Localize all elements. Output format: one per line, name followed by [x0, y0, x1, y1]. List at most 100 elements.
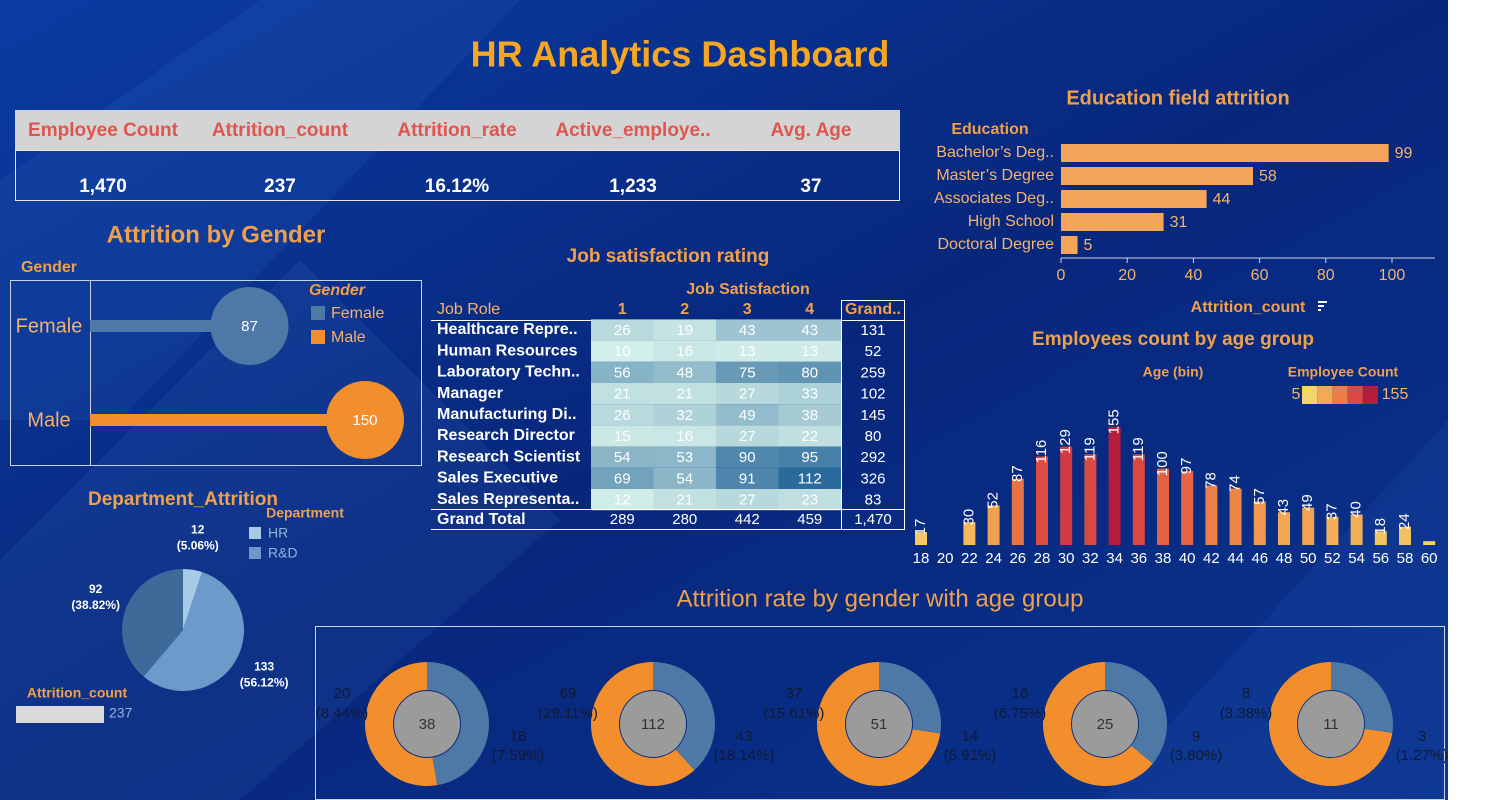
cell-label: 27 — [739, 428, 756, 445]
value-label: 97 — [1178, 458, 1195, 475]
donut-center — [394, 691, 460, 757]
kpi-value: 1,233 — [609, 176, 657, 197]
donut-total: 25 — [1097, 716, 1114, 733]
size-legend-bar — [16, 706, 104, 723]
x-tick-label: 20 — [1118, 267, 1136, 284]
heat-cell — [653, 383, 716, 405]
cell-label: 56 — [614, 364, 631, 381]
bar — [1011, 478, 1024, 545]
x-tick-label: 56 — [1372, 550, 1389, 567]
x-tick-label: 100 — [1379, 267, 1406, 284]
cell-label: 16 — [676, 428, 693, 445]
donut-segment — [1268, 662, 1393, 786]
segment-label: 37 — [786, 685, 803, 702]
kpi-label: Employee Count — [28, 120, 179, 141]
x-tick-label: 40 — [1184, 267, 1202, 284]
value-label: 43 — [1275, 499, 1292, 516]
legend-title: Gender — [309, 282, 366, 299]
row-total: 292 — [860, 449, 885, 466]
row-total: 131 — [860, 322, 885, 339]
pie-slice — [143, 572, 245, 691]
value-label: 129 — [1057, 429, 1074, 454]
value-label: 99 — [1395, 145, 1413, 162]
x-tick-label: 26 — [1009, 550, 1026, 567]
x-tick-label: 44 — [1227, 550, 1244, 567]
heat-cell — [778, 319, 841, 341]
x-tick-label: 34 — [1106, 550, 1123, 567]
heat-cell — [778, 446, 841, 468]
cell-label: 27 — [739, 492, 756, 509]
donut-segment — [1042, 662, 1153, 786]
heat-cell — [716, 340, 779, 362]
row-label: Healthcare Repre.. — [437, 321, 578, 338]
value-label: 119 — [1081, 437, 1098, 461]
heat-cell — [591, 340, 654, 362]
column-header: Grand.. — [845, 301, 901, 318]
chart-frame — [10, 280, 422, 466]
x-tick-label: 42 — [1203, 550, 1220, 567]
row-total: 83 — [865, 492, 882, 509]
row-label: Grand Total — [437, 511, 526, 528]
donut-segment — [1105, 662, 1167, 764]
bar — [1326, 516, 1339, 545]
sort-icon — [1318, 305, 1324, 307]
donut-total: 112 — [641, 716, 665, 733]
legend-label: Female — [331, 305, 384, 322]
bar — [1181, 471, 1194, 545]
heat-cell — [716, 467, 779, 489]
kpi-value: 1,470 — [79, 176, 127, 197]
value-label: 57 — [1251, 488, 1268, 505]
bar — [1061, 213, 1164, 231]
cell-label: 43 — [739, 322, 756, 339]
bar — [1350, 514, 1363, 545]
row-label: Human Resources — [437, 342, 578, 359]
x-tick-label: 46 — [1251, 550, 1268, 567]
value-label: 18 — [1372, 518, 1389, 535]
heat-cell — [716, 425, 779, 447]
row-total: 145 — [860, 407, 885, 424]
cell-label: 16 — [676, 343, 693, 360]
heat-cell — [716, 446, 779, 468]
column-group-title: Job Satisfaction — [686, 281, 810, 298]
cell-label: 80 — [801, 364, 818, 381]
legend-swatch — [249, 527, 261, 539]
axis-title: Attrition_count — [1191, 299, 1306, 316]
row-label: Manufacturing Di.. — [437, 406, 577, 423]
cell-label: 54 — [614, 449, 631, 466]
category-label: Associates Deg.. — [934, 190, 1054, 207]
segment-label: 43 — [736, 728, 753, 745]
bar — [1061, 236, 1078, 254]
cell-label: 91 — [739, 470, 756, 487]
row-total: 259 — [860, 364, 885, 381]
bar — [1423, 541, 1436, 545]
x-tick-label: 32 — [1082, 550, 1099, 567]
bar — [1399, 526, 1411, 545]
kpi-value: 37 — [800, 176, 821, 197]
segment-label: 9 — [1192, 728, 1200, 745]
value-label: 52 — [985, 492, 1002, 509]
heat-cell — [778, 361, 841, 383]
x-tick-label: 38 — [1155, 550, 1172, 567]
value-label: 49 — [1299, 494, 1316, 511]
bar — [1084, 454, 1097, 545]
x-tick-label: 36 — [1130, 550, 1147, 567]
cell-label: 95 — [801, 449, 818, 466]
heat-cell — [591, 425, 654, 447]
segment-label: 20 — [334, 685, 351, 702]
cell-label: 13 — [801, 343, 818, 360]
heat-cell — [653, 489, 716, 511]
cell-label: 13 — [739, 343, 756, 360]
legend-label: R&D — [268, 545, 298, 561]
bar — [1253, 501, 1266, 545]
value-label: 31 — [1170, 214, 1188, 231]
row-total: 326 — [860, 470, 885, 487]
value-label: 5 — [1084, 237, 1093, 254]
bar — [915, 532, 927, 545]
kpi-label: Active_employe.. — [555, 120, 710, 141]
heat-cell — [653, 340, 716, 362]
x-tick-label: 30 — [1058, 550, 1075, 567]
donut-segment — [653, 662, 715, 771]
